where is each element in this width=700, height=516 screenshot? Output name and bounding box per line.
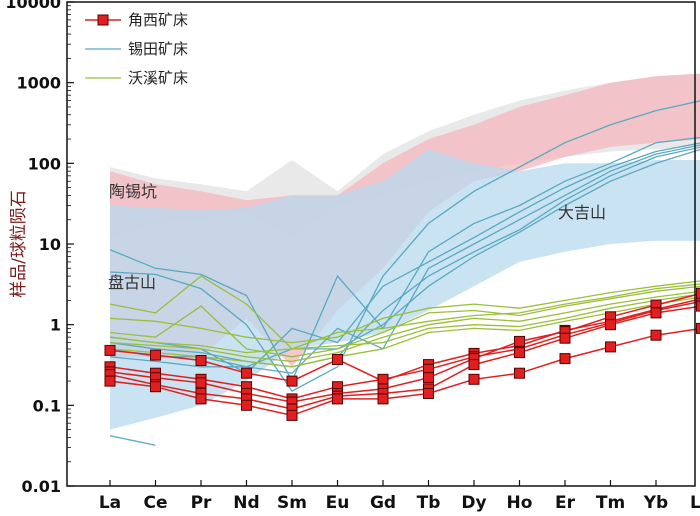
x-tick-label: Dy (461, 493, 486, 513)
jiaoxi-point (332, 354, 343, 365)
x-tick-label: La (99, 493, 121, 513)
legend-marker-jiaoxi (97, 14, 109, 26)
jiaoxi-line-4 (109, 305, 700, 410)
x-tick-label: Eu (326, 493, 350, 513)
jiaoxi-line-3 (109, 292, 700, 403)
y-tick-label: 10 (39, 235, 61, 254)
woxi-line-3 (109, 285, 700, 358)
jiaoxi-point (332, 393, 343, 405)
jiaoxi-point (650, 329, 662, 341)
jiaoxi-point (377, 393, 389, 405)
xitian-line-5 (109, 146, 700, 368)
jiaoxi-point (150, 349, 161, 361)
woxi-line-6 (109, 296, 700, 368)
x-tick-label: Er (555, 493, 576, 513)
jiaoxi-point (696, 322, 700, 334)
x-tick-label: Ho (507, 493, 533, 513)
y-tick-label: 0.1 (33, 396, 61, 415)
jiaoxi-point (195, 377, 207, 389)
xitian-line-1 (109, 136, 700, 383)
jiaoxi-point (241, 399, 252, 411)
xitian-line-3 (109, 142, 700, 374)
y-tick-label: 10000 (5, 0, 61, 12)
region-label-dajishan: 大吉山 (558, 203, 606, 222)
legend: 角西矿床 锡田矿床 沃溪矿床 (85, 11, 188, 87)
jiaoxi-point (514, 335, 525, 347)
fields-layer (110, 73, 700, 430)
jiaoxi-point (605, 341, 616, 353)
jiaoxi-point (696, 287, 700, 299)
y-tick-label: 1000 (16, 74, 61, 93)
legend-label-xitian: 锡田矿床 (128, 40, 188, 58)
legend-item-jiaoxi: 角西矿床 (85, 11, 188, 29)
woxi-line-2 (109, 280, 700, 344)
jiaoxi-point (423, 388, 434, 399)
x-tick-label: Ce (143, 493, 167, 513)
legend-label-woxi: 沃溪矿床 (128, 69, 188, 87)
legend-item-xitian: 锡田矿床 (85, 40, 188, 58)
woxi-line-1 (109, 275, 700, 350)
region-label-taoxikeng: 陶锡坑 (109, 182, 157, 201)
legend-label-jiaoxi: 角西矿床 (128, 11, 188, 29)
jiaoxi-point (104, 375, 116, 387)
jiaoxi-point (650, 307, 662, 319)
xitian-line-2 (109, 100, 700, 392)
dajishan-field (110, 149, 700, 430)
jiaoxi-point (241, 367, 252, 379)
woxi-lines-layer (109, 275, 700, 368)
jiaoxi-point (377, 373, 389, 385)
xitian-line-4 (109, 144, 700, 374)
jiaoxi-line-1 (109, 298, 700, 382)
x-tick-label: Tb (417, 493, 441, 513)
x-tick-label: Yb (643, 493, 668, 513)
jiaoxi-line-2 (109, 300, 700, 400)
jiaoxi-point (423, 372, 434, 384)
jiaoxi-line-5 (109, 327, 700, 417)
jiaoxi-point (696, 300, 700, 312)
y-axis: 0.01 0.1 1 10 100 1000 10000 (5, 0, 74, 496)
jiaoxi-point (286, 375, 298, 387)
jiaoxi-point (559, 332, 571, 344)
jiaoxi-point (514, 347, 525, 359)
xitian-line-6 (109, 148, 700, 368)
woxi-line-5 (109, 293, 700, 354)
jiaoxi-point (468, 359, 480, 371)
jiaoxi-point (195, 393, 207, 405)
x-tick-label: Gd (370, 493, 396, 513)
jiaoxi-point (468, 373, 480, 385)
jiaoxi-lines-layer (104, 287, 700, 421)
x-tick-label: Nd (233, 493, 259, 513)
x-tick-label: Pr (191, 493, 212, 513)
x-tick-label: Tm (596, 493, 625, 513)
y-tick-label: 1 (50, 316, 61, 335)
jiaoxi-point (559, 353, 571, 365)
jiaoxi-point (605, 319, 616, 331)
legend-item-woxi: 沃溪矿床 (85, 69, 188, 87)
jiaoxi-point (150, 381, 161, 393)
jiaoxi-point (195, 355, 207, 366)
x-axis: La Ce Pr Nd Sm Eu Gd Tb Dy Ho Er Tm Yb Lu (99, 480, 700, 513)
x-tick-label: Lu (690, 493, 700, 513)
y-tick-label: 0.01 (22, 477, 61, 496)
jiaoxi-point (104, 344, 116, 356)
jiaoxi-point (286, 409, 298, 421)
x-tick-label: Sm (277, 493, 307, 513)
y-axis-label: 样品/球粒陨石 (9, 190, 29, 298)
jiaoxi-point (514, 367, 525, 379)
woxi-line-4 (109, 290, 700, 363)
region-label-pangushan: 盘古山 (108, 273, 156, 292)
y-tick-label: 100 (28, 154, 61, 173)
xitian-segment-1 (109, 435, 156, 446)
xitian-lines-layer (109, 100, 700, 446)
